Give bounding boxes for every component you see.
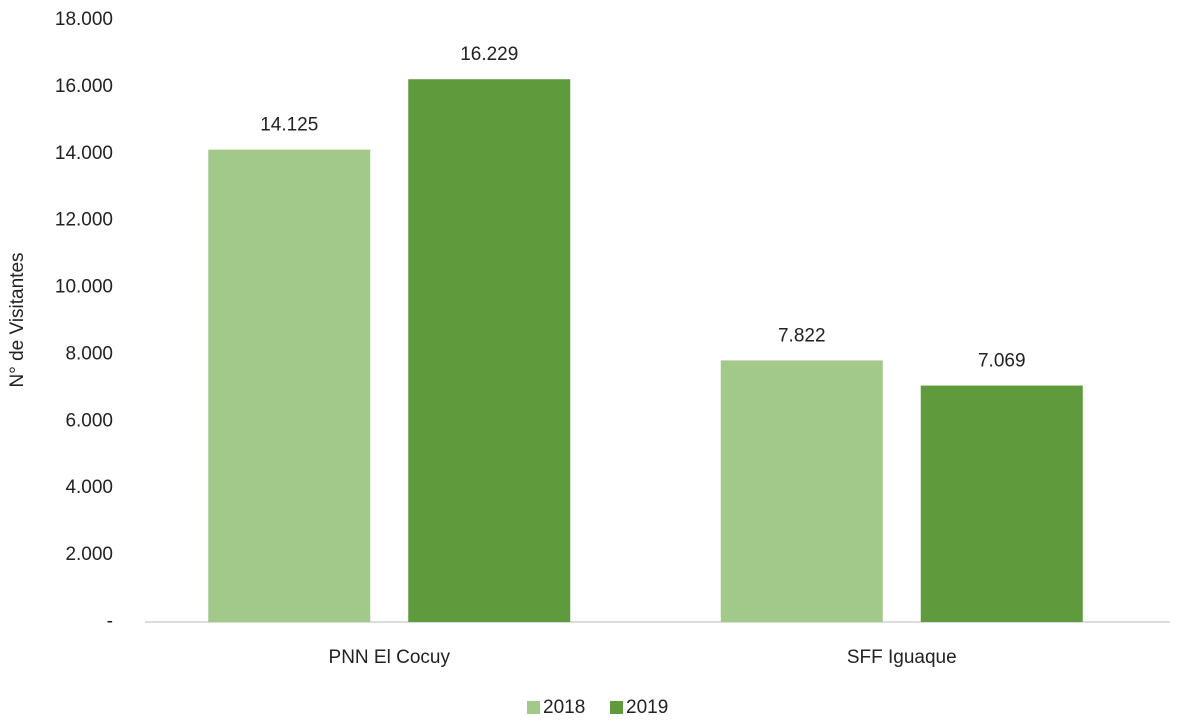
bar [408,79,571,623]
y-tick-label: 18.000 [55,9,113,30]
y-tick-label: 6.000 [65,410,113,431]
legend-swatch [527,701,540,714]
data-label: 16.229 [460,44,518,65]
y-tick-label: - [107,611,113,632]
y-tick-label: 4.000 [65,477,113,498]
y-tick-label: 14.000 [55,143,113,164]
y-tick-label: 12.000 [55,210,113,231]
data-label: 7.069 [978,351,1026,372]
x-tick-label: PNN El Cocuy [329,647,451,668]
y-tick-label: 16.000 [55,76,113,97]
legend-label: 2018 [543,697,585,718]
y-tick-label: 8.000 [65,343,113,364]
bar [720,360,883,622]
y-tick-label: 10.000 [55,277,113,298]
bar [208,149,371,622]
bar [920,385,1083,622]
legend-label: 2019 [626,697,668,718]
legend-swatch [610,701,623,714]
y-axis-title: N° de Visitantes [7,252,28,387]
y-tick-label: 2.000 [65,544,113,565]
data-label: 14.125 [260,115,318,136]
data-label: 7.822 [778,325,826,346]
x-tick-label: SFF Iguaque [847,647,957,668]
